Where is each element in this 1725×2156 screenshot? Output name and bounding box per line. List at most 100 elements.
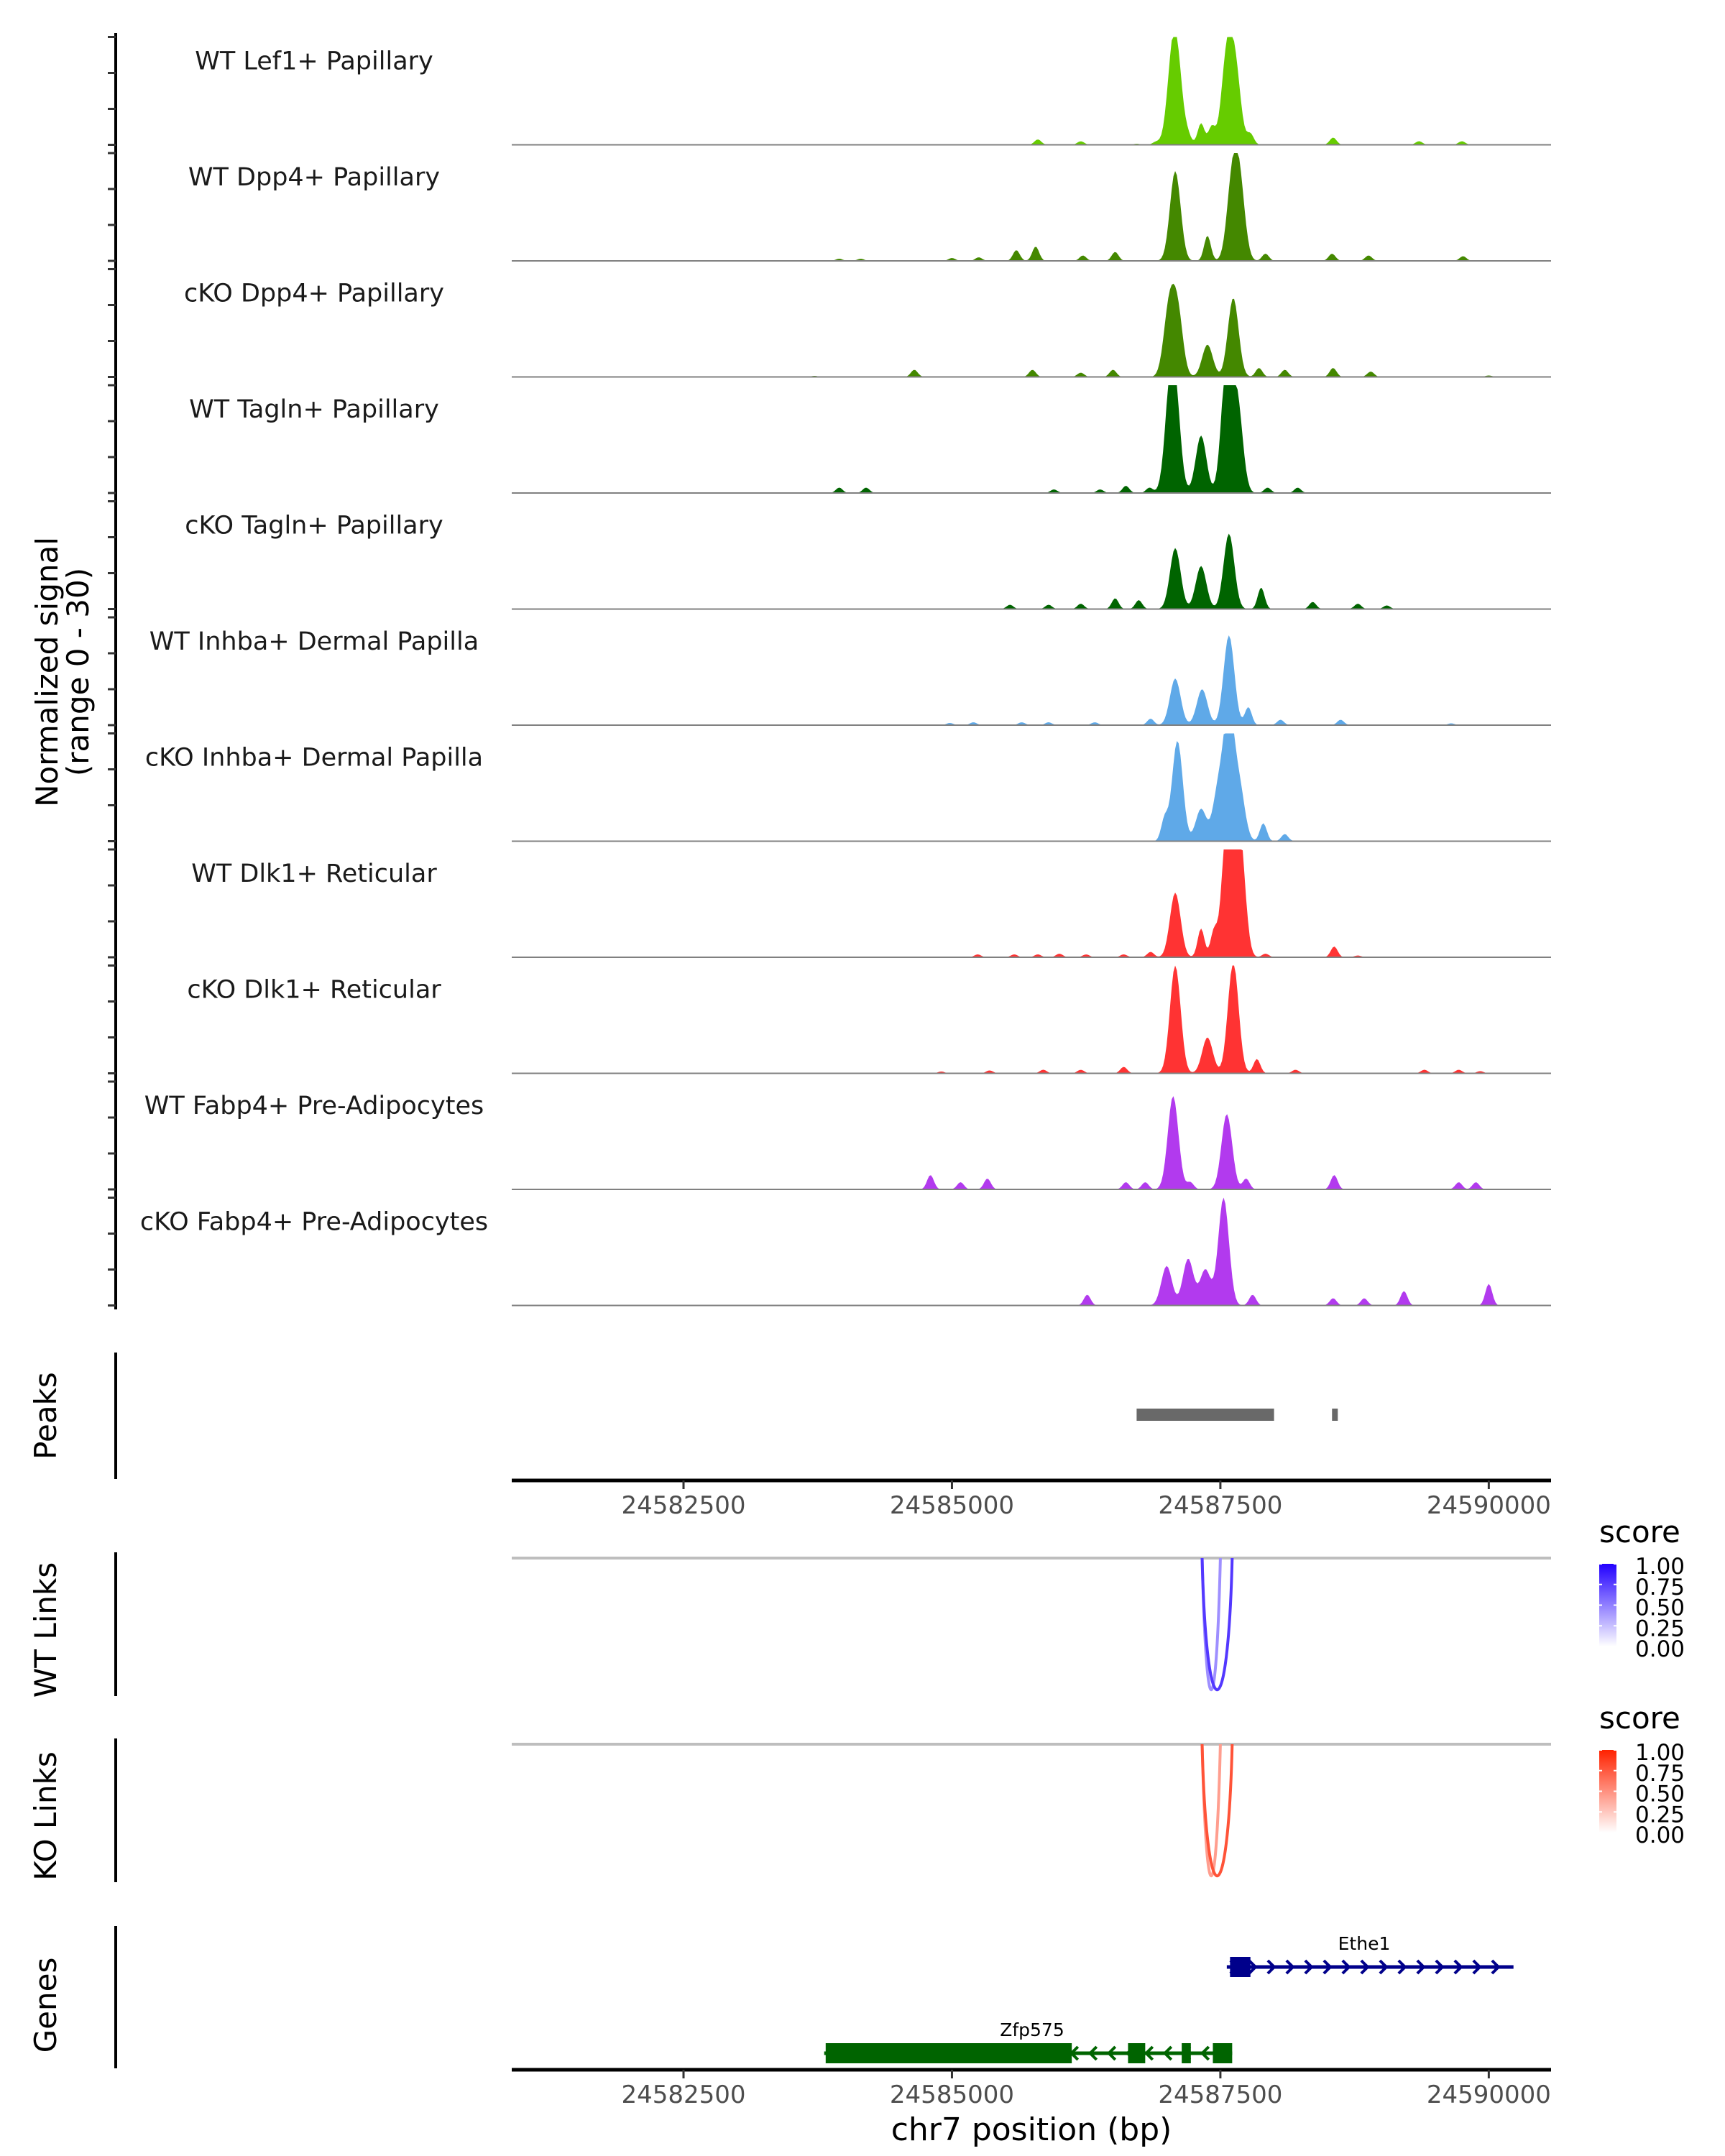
- coverage-y-axis-title: Normalized signal (range 0 - 30): [29, 537, 96, 807]
- legend-tick-label: 0.50: [1635, 1595, 1685, 1621]
- x-tick-label: 24590000: [1427, 2081, 1551, 2109]
- x-tick-label: 24582500: [621, 1491, 745, 1520]
- genes-track: Genes Ethe1 Zfp575: [28, 1926, 1514, 2068]
- peak-region: [1136, 1409, 1274, 1421]
- legend-title: score: [1599, 1514, 1680, 1549]
- track-label: WT Dpp4+ Papillary: [188, 163, 440, 192]
- coverage-track: WT Dlk1+ Reticular: [108, 848, 1551, 959]
- x-tick-label: 24590000: [1427, 1491, 1551, 1520]
- legend-tick-label: 0.75: [1635, 1761, 1685, 1787]
- legend-tick-label: 0.00: [1635, 1823, 1685, 1848]
- gene-exon: [1182, 2043, 1191, 2063]
- track-label: cKO Dpp4+ Papillary: [184, 280, 444, 308]
- peaks-track: Peaks: [28, 1353, 1338, 1479]
- coverage-track: WT Inhba+ Dermal Papilla: [108, 616, 1551, 727]
- coverage-track: cKO Fabp4+ Pre-Adipocytes: [108, 1197, 1551, 1307]
- coverage-track: WT Dpp4+ Papillary: [108, 152, 1551, 262]
- x-axis-top: 24582500 24585000 24587500 24590000: [512, 1478, 1551, 1520]
- coverage-area: [512, 733, 1551, 842]
- strand-arrow: [1322, 1959, 1333, 1975]
- track-label: WT Lef1+ Papillary: [195, 47, 433, 76]
- x-tick-label: 24585000: [890, 1491, 1014, 1520]
- x-axis-title: chr7 position (bp): [891, 2111, 1172, 2148]
- strand-arrow: [1341, 1959, 1351, 1975]
- gene-exon: [1230, 1957, 1251, 1977]
- peak-region: [1332, 1409, 1338, 1421]
- strand-arrow: [1472, 1959, 1482, 1975]
- strand-arrow: [1106, 2045, 1117, 2061]
- coverage-track: WT Lef1+ Papillary: [108, 36, 1551, 146]
- x-tick-label: 24587500: [1158, 1491, 1282, 1520]
- strand-arrow: [1416, 1959, 1426, 1975]
- strand-arrow: [1453, 1959, 1463, 1975]
- coverage-area: [512, 385, 1551, 493]
- track-label: cKO Inhba+ Dermal Papilla: [145, 744, 483, 773]
- track-label: WT Dlk1+ Reticular: [191, 860, 437, 888]
- strand-arrow: [1200, 2045, 1210, 2061]
- x-tick-label: 24585000: [890, 2081, 1014, 2109]
- strand-arrow: [1087, 2045, 1098, 2061]
- coverage-tracks: WT Lef1+ Papillary WT Dpp4+ Papillary cKO …: [108, 33, 1551, 1309]
- x-axis-bottom: 24582500 24585000 24587500 24590000: [512, 2068, 1551, 2109]
- strand-arrow: [1285, 1959, 1295, 1975]
- coverage-area: [512, 37, 1551, 145]
- links-track-label: WT Links: [28, 1562, 63, 1697]
- link-arc: [1200, 1557, 1234, 1691]
- y-axis-title-line1: Normalized signal: [29, 537, 65, 807]
- gene-exon: [1213, 2043, 1233, 2063]
- strand-arrow: [1304, 1959, 1314, 1975]
- strand-arrow: [1491, 1959, 1501, 1975]
- link-arc: [1200, 1743, 1234, 1877]
- legend-tick-label: 0.75: [1635, 1575, 1685, 1600]
- coverage-area: [512, 1096, 1551, 1189]
- coverage-area: [512, 635, 1551, 725]
- strand-arrow: [1397, 1959, 1407, 1975]
- legend-tick-label: 1.00: [1635, 1740, 1685, 1766]
- coverage-area: [512, 153, 1551, 261]
- coverage-track: cKO Inhba+ Dermal Papilla: [108, 732, 1551, 842]
- genes-track-label: Genes: [28, 1958, 63, 2053]
- gene-exon: [825, 2043, 1072, 2063]
- coverage-area: [512, 849, 1551, 957]
- x-tick-label: 24582500: [621, 2081, 745, 2109]
- track-label: cKO Tagln+ Papillary: [185, 512, 443, 540]
- legend-tick-label: 0.00: [1635, 1636, 1685, 1662]
- track-label: WT Inhba+ Dermal Papilla: [150, 627, 479, 656]
- strand-arrow: [1379, 1959, 1389, 1975]
- track-label: WT Tagln+ Papillary: [189, 395, 439, 424]
- links-track-label: KO Links: [28, 1751, 63, 1881]
- strand-arrow: [1360, 1959, 1370, 1975]
- coverage-area: [512, 1197, 1551, 1306]
- strand-arrow: [1144, 2045, 1154, 2061]
- coverage-area: [512, 283, 1551, 377]
- coverage-area: [512, 965, 1551, 1074]
- y-axis-title-line2: (range 0 - 30): [60, 568, 96, 776]
- legend-tick-label: 0.50: [1635, 1782, 1685, 1807]
- coverage-track: WT Fabp4+ Pre-Adipocytes: [108, 1080, 1551, 1191]
- coverage-track: cKO Dlk1+ Reticular: [108, 964, 1551, 1074]
- coverage-track: cKO Dpp4+ Papillary: [108, 268, 1551, 378]
- gene-model: Ethe1: [1226, 1933, 1514, 1977]
- strand-arrow: [1266, 1959, 1276, 1975]
- strand-arrow: [1435, 1959, 1445, 1975]
- gene-exon: [1128, 2043, 1146, 2063]
- peaks-track-label: Peaks: [28, 1372, 63, 1460]
- track-label: WT Fabp4+ Pre-Adipocytes: [144, 1092, 484, 1120]
- track-label: cKO Dlk1+ Reticular: [187, 976, 441, 1005]
- coverage-track: cKO Tagln+ Papillary: [108, 500, 1551, 610]
- links-panel: KO Links score 1.000.750.500.250.00: [28, 1700, 1685, 1882]
- legend-title: score: [1599, 1700, 1680, 1736]
- strand-arrow: [1248, 1959, 1258, 1975]
- coverage-area: [512, 533, 1551, 609]
- gene-name-label: Zfp575: [1000, 2019, 1064, 2040]
- gene-model: Zfp575: [824, 2019, 1233, 2063]
- strand-arrow: [1162, 2045, 1173, 2061]
- legend-tick-label: 1.00: [1635, 1554, 1685, 1580]
- links-panel: WT Links score 1.000.750.500.250.00: [28, 1514, 1685, 1697]
- coverage-track: WT Tagln+ Papillary: [108, 384, 1551, 494]
- legend-tick-label: 0.25: [1635, 1616, 1685, 1641]
- legend-tick-label: 0.25: [1635, 1802, 1685, 1828]
- track-label: cKO Fabp4+ Pre-Adipocytes: [140, 1208, 488, 1237]
